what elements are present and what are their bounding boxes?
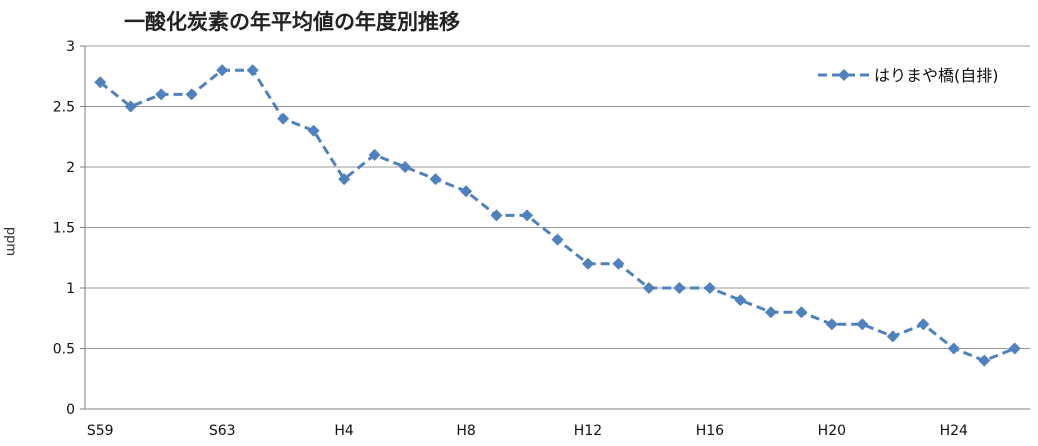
x-tick-label: H8 bbox=[456, 423, 475, 439]
data-point bbox=[947, 342, 960, 355]
y-tick-label: 2.5 bbox=[53, 100, 75, 116]
data-point bbox=[642, 282, 655, 294]
data-point bbox=[338, 173, 351, 186]
legend-marker bbox=[838, 69, 850, 81]
data-point bbox=[277, 112, 290, 125]
x-tick-label: H20 bbox=[818, 423, 846, 439]
series-layer bbox=[94, 64, 1021, 367]
y-tick-label: 1.5 bbox=[53, 221, 75, 237]
x-tick-label: H12 bbox=[574, 423, 602, 439]
data-point bbox=[1008, 342, 1021, 355]
data-point bbox=[307, 124, 320, 137]
data-point bbox=[795, 306, 808, 319]
data-point bbox=[886, 330, 899, 343]
y-tick-label: 2 bbox=[66, 160, 75, 176]
x-tick-label: S63 bbox=[209, 423, 236, 439]
data-point bbox=[94, 76, 107, 89]
data-point bbox=[490, 209, 503, 222]
y-tick-label: 0 bbox=[66, 402, 75, 418]
data-point bbox=[978, 354, 991, 367]
data-point bbox=[551, 233, 564, 246]
data-point bbox=[399, 161, 412, 173]
legend: はりまや橋(自排) bbox=[818, 66, 999, 85]
y-tick-label: 1 bbox=[66, 281, 75, 297]
data-point bbox=[764, 306, 777, 319]
data-point bbox=[581, 257, 594, 270]
x-tick-labels: S59 S63 H4 H8 H12 H16 H20 H24 bbox=[87, 423, 968, 439]
data-point bbox=[368, 148, 381, 161]
data-point bbox=[429, 173, 442, 186]
legend-label: はりまや橋(自排) bbox=[874, 66, 999, 85]
series-line bbox=[99, 68, 1016, 363]
data-point bbox=[612, 257, 625, 270]
x-tick-label: H24 bbox=[940, 423, 968, 439]
data-point bbox=[673, 282, 686, 294]
chart-title: 一酸化炭素の年平均値の年度別推移 bbox=[124, 10, 460, 34]
data-point bbox=[155, 88, 168, 101]
x-tick-label: S59 bbox=[87, 423, 114, 439]
data-point bbox=[734, 294, 747, 307]
axes bbox=[80, 45, 1030, 410]
data-point bbox=[703, 282, 716, 294]
y-tick-label: 0.5 bbox=[53, 342, 75, 358]
data-point bbox=[917, 318, 930, 331]
y-tick-label: 3 bbox=[66, 39, 75, 55]
x-tick-label: H4 bbox=[334, 423, 354, 439]
y-tick-labels: 0 0.5 1 1.5 2 2.5 3 bbox=[53, 39, 75, 418]
data-point bbox=[185, 88, 198, 101]
data-point bbox=[246, 64, 259, 77]
data-point bbox=[825, 318, 838, 331]
gridlines bbox=[85, 45, 1030, 349]
x-tick-label: H16 bbox=[696, 423, 724, 439]
data-point bbox=[216, 64, 229, 77]
data-point bbox=[521, 209, 534, 222]
data-point bbox=[124, 100, 137, 113]
data-point bbox=[856, 318, 869, 331]
data-point bbox=[460, 185, 473, 198]
